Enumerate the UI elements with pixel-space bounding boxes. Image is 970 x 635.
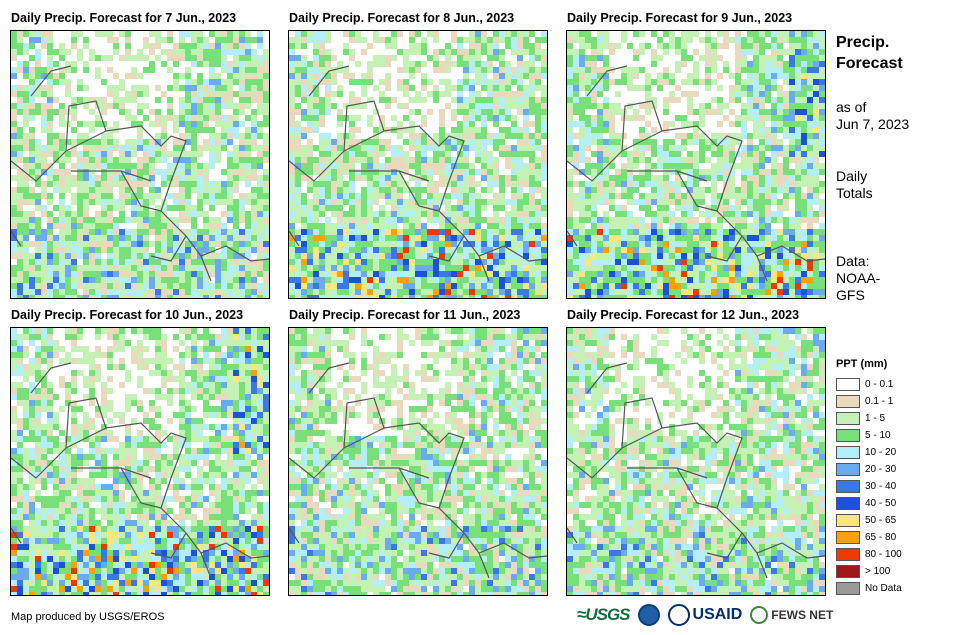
legend-label: 5 - 10 [865, 429, 891, 441]
legend-label: 65 - 80 [865, 531, 897, 543]
sidebar-asof-line2: Jun 7, 2023 [836, 116, 910, 132]
legend-swatch [836, 445, 860, 459]
legend-swatch [836, 462, 860, 476]
country-borders [11, 65, 269, 282]
precip-cells [567, 328, 825, 595]
legend-swatch [836, 428, 860, 442]
fews-leaf-icon [750, 606, 769, 624]
map-raster [289, 31, 547, 298]
legend-swatch [836, 479, 860, 493]
legend-item: 80 - 100 [836, 546, 902, 562]
country-borders [11, 362, 269, 579]
usaid-text: USAID [692, 606, 743, 623]
legend-swatch [836, 530, 860, 544]
usaid-seal-icon [667, 604, 690, 626]
forecast-map-5 [288, 327, 548, 596]
sidebar-title: Precip. Forecast [836, 32, 903, 74]
legend-label: 0 - 0.1 [865, 378, 894, 390]
precip-cells [11, 31, 269, 298]
legend-item: 5 - 10 [836, 427, 891, 443]
fews-net-logo: FEWS NET [750, 606, 833, 624]
legend-label: 1 - 5 [865, 412, 886, 424]
legend-swatch [836, 377, 860, 391]
legend-label: No Data [865, 582, 902, 594]
legend-swatch [836, 394, 860, 408]
panel-title-6: Daily Precip. Forecast for 12 Jun., 2023 [567, 308, 800, 322]
legend-item: 65 - 80 [836, 529, 896, 545]
legend-label: > 100 [865, 565, 891, 577]
logo-bar: ≈USGS USAID FEWS NET [577, 602, 833, 628]
legend-swatch [836, 411, 860, 425]
map-raster [11, 328, 269, 595]
sidebar-asof: as of Jun 7, 2023 [836, 99, 909, 133]
map-raster [11, 31, 269, 298]
country-borders [289, 362, 547, 579]
map-raster [567, 31, 825, 298]
panel-title-5: Daily Precip. Forecast for 11 Jun., 2023 [289, 308, 521, 322]
sidebar-title-line1: Precip. [836, 34, 890, 51]
precip-cells [289, 328, 547, 595]
precip-cells [289, 31, 547, 298]
country-borders [567, 65, 825, 282]
noaa-logo-icon [637, 604, 660, 626]
sidebar-asof-line1: as of [836, 99, 867, 115]
legend-title: PPT (mm) [836, 358, 888, 370]
legend-swatch [836, 496, 860, 510]
precip-cells [11, 328, 269, 595]
legend-label: 50 - 65 [865, 514, 897, 526]
legend-swatch [836, 513, 860, 527]
forecast-map-1 [10, 30, 270, 299]
legend-item: 20 - 30 [836, 461, 896, 477]
sidebar-totals-line2: Totals [836, 185, 873, 201]
forecast-map-2 [288, 30, 548, 299]
sidebar-totals: Daily Totals [836, 168, 873, 202]
sidebar-totals-line1: Daily [836, 168, 868, 184]
usaid-logo: USAID [667, 604, 743, 626]
map-raster [289, 328, 547, 595]
forecast-map-6 [566, 327, 826, 596]
legend-label: 80 - 100 [865, 548, 902, 560]
sidebar-data-line1: Data: [836, 253, 870, 269]
legend-item: 40 - 50 [836, 495, 896, 511]
country-borders [289, 65, 547, 282]
usgs-logo: ≈USGS [577, 605, 631, 624]
legend-swatch [836, 547, 860, 561]
legend-label: 30 - 40 [865, 480, 897, 492]
legend-label: 20 - 30 [865, 463, 897, 475]
legend-label: 0.1 - 1 [865, 395, 894, 407]
legend-item: 1 - 5 [836, 410, 885, 426]
legend-item: 0 - 0.1 [836, 376, 893, 392]
legend-item: 30 - 40 [836, 478, 896, 494]
forecast-map-3 [566, 30, 826, 299]
map-credit: Map produced by USGS/EROS [11, 611, 165, 623]
panel-title-2: Daily Precip. Forecast for 8 Jun., 2023 [289, 11, 515, 25]
legend-item: 0.1 - 1 [836, 393, 893, 409]
legend-item: 10 - 20 [836, 444, 896, 460]
panel-title-4: Daily Precip. Forecast for 10 Jun., 2023 [11, 308, 244, 322]
legend-label: 40 - 50 [865, 497, 897, 509]
sidebar-data-source: Data: NOAA- GFS [836, 253, 880, 304]
sidebar-data-line2: NOAA- [836, 270, 881, 286]
panel-title-1: Daily Precip. Forecast for 7 Jun., 2023 [11, 11, 237, 25]
forecast-map-4 [10, 327, 270, 596]
country-borders [567, 362, 825, 579]
precip-cells [567, 31, 825, 298]
legend-swatch [836, 581, 860, 595]
map-raster [567, 328, 825, 595]
legend-item: 50 - 65 [836, 512, 896, 528]
legend-item: No Data [836, 580, 902, 596]
legend-label: 10 - 20 [865, 446, 897, 458]
legend-swatch [836, 564, 860, 578]
legend-item: > 100 [836, 563, 890, 579]
panel-title-3: Daily Precip. Forecast for 9 Jun., 2023 [567, 11, 793, 25]
sidebar-title-line2: Forecast [836, 55, 903, 72]
sidebar-data-line3: GFS [836, 287, 865, 303]
fews-net-text: FEWS NET [771, 608, 834, 622]
